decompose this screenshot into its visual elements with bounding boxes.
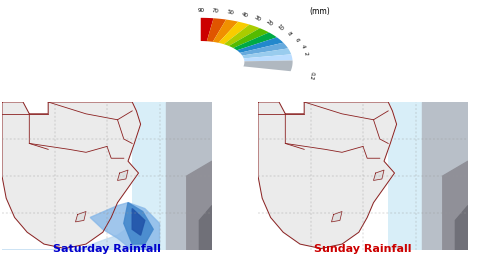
Polygon shape: [218, 22, 250, 44]
Polygon shape: [258, 102, 396, 248]
Polygon shape: [200, 206, 212, 250]
Text: 4: 4: [300, 44, 305, 49]
Polygon shape: [187, 161, 212, 250]
Polygon shape: [233, 32, 277, 50]
Polygon shape: [200, 18, 213, 41]
Polygon shape: [456, 206, 468, 250]
Text: Saturday Rainfall: Saturday Rainfall: [53, 244, 161, 254]
Polygon shape: [124, 203, 153, 244]
Polygon shape: [90, 203, 160, 250]
Polygon shape: [132, 209, 145, 235]
Polygon shape: [229, 28, 269, 48]
Text: 50: 50: [226, 9, 234, 16]
Polygon shape: [207, 18, 226, 42]
Text: 20: 20: [265, 18, 274, 27]
Text: 70: 70: [212, 8, 220, 14]
Text: 6: 6: [294, 37, 300, 42]
Text: 2: 2: [303, 51, 308, 55]
Bar: [132, 102, 212, 250]
Text: 8: 8: [286, 30, 292, 36]
Text: Sunday Rainfall: Sunday Rainfall: [314, 244, 412, 254]
Polygon shape: [240, 43, 288, 55]
Polygon shape: [2, 220, 138, 250]
Text: (mm): (mm): [310, 7, 330, 16]
Polygon shape: [374, 170, 384, 180]
Polygon shape: [76, 211, 86, 222]
Text: 30: 30: [253, 15, 262, 22]
Text: 0.2: 0.2: [308, 71, 314, 80]
Polygon shape: [213, 20, 238, 43]
Polygon shape: [422, 102, 468, 250]
Polygon shape: [332, 211, 342, 222]
Text: 10: 10: [276, 23, 284, 32]
Text: 90: 90: [197, 8, 204, 13]
Polygon shape: [224, 25, 260, 46]
Polygon shape: [2, 102, 140, 248]
Polygon shape: [118, 170, 128, 180]
Polygon shape: [242, 48, 291, 58]
Polygon shape: [443, 161, 468, 250]
Polygon shape: [244, 54, 292, 61]
Text: 40: 40: [240, 11, 248, 19]
Polygon shape: [166, 102, 212, 250]
Polygon shape: [237, 37, 284, 53]
Bar: [388, 102, 468, 250]
Polygon shape: [244, 60, 292, 71]
